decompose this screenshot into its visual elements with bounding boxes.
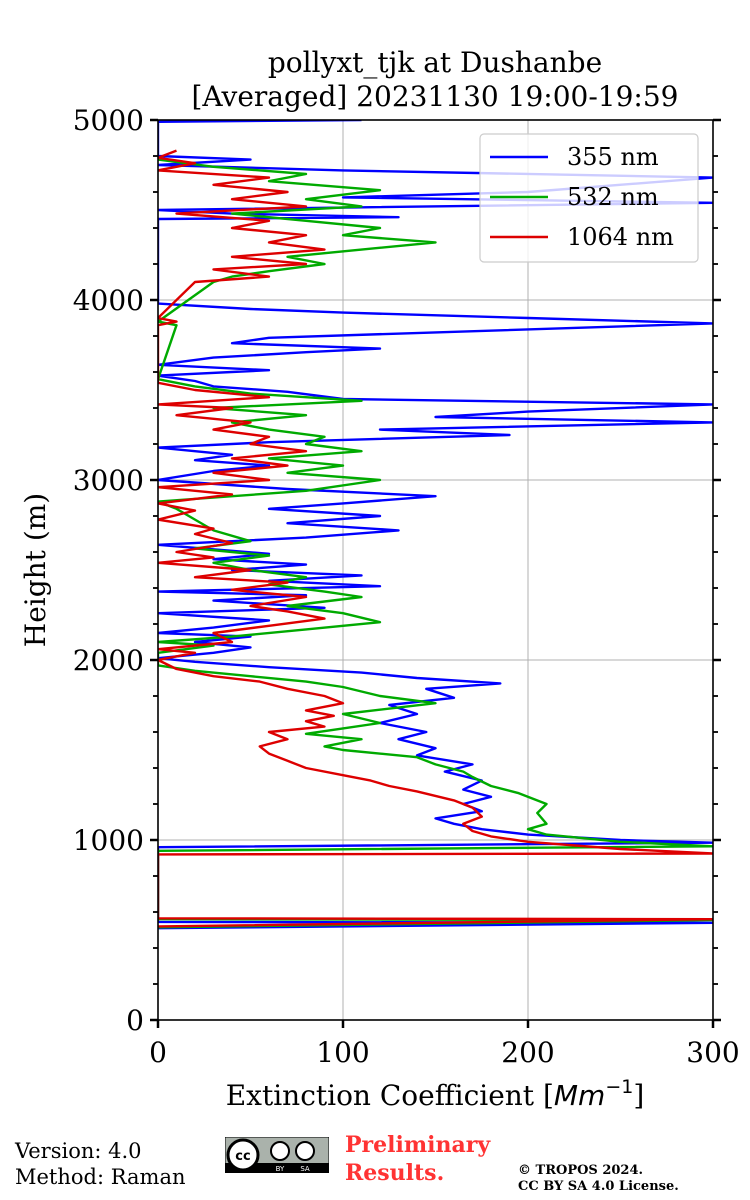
plot-frame	[157, 119, 714, 1021]
preliminary-line-1: Preliminary	[345, 1132, 491, 1158]
chart-title: pollyxt_tjk at Dushanbe	[268, 46, 602, 79]
preliminary-results-notice: Preliminary Results.	[345, 1131, 490, 1187]
sa-icon	[295, 1141, 315, 1161]
y-axis-label: Height (m)	[19, 493, 52, 647]
axis-ticks	[150, 118, 721, 1028]
by-icon	[270, 1141, 290, 1161]
x-tick-label: 0	[149, 1036, 167, 1069]
cc-by-sa-license-badge: cc BY SA	[225, 1137, 329, 1173]
by-label: BY	[276, 1165, 285, 1173]
series-line-2	[158, 149, 713, 928]
y-tick-labels: 0 1000 2000 3000 4000 5000	[73, 104, 144, 1037]
legend: 355 nm 532 nm 1064 nm	[479, 133, 699, 263]
y-tick-label: 3000	[73, 464, 144, 497]
preliminary-line-2: Results.	[345, 1160, 445, 1186]
legend-box	[479, 133, 699, 263]
y-tick-label: 2000	[73, 644, 144, 677]
x-tick-label: 100	[316, 1036, 369, 1069]
copyright-notice: © TROPOS 2024. CC BY SA 4.0 License.	[518, 1163, 679, 1195]
y-tick-label: 5000	[73, 104, 144, 137]
x-axis-label: Extinction Coefficient [Mm−1]	[226, 1076, 645, 1112]
x-tick-label: 200	[501, 1036, 554, 1069]
version-info: Version: 4.0 Method: Raman	[15, 1138, 186, 1190]
chart-subtitle: [Averaged] 20231130 19:00-19:59	[192, 80, 679, 113]
copyright-line-1: © TROPOS 2024.	[518, 1163, 644, 1178]
cc-icon-label: cc	[235, 1149, 250, 1164]
method-line: Method: Raman	[15, 1165, 186, 1189]
y-tick-label: 4000	[73, 284, 144, 317]
legend-label-532: 532 nm	[567, 183, 659, 211]
y-tick-label: 1000	[73, 824, 144, 857]
y-tick-label: 0	[126, 1004, 144, 1037]
x-tick-labels: 0 100 200 300	[149, 1036, 740, 1069]
cc-icon	[226, 1138, 260, 1172]
series-line-1	[158, 158, 713, 929]
x-tick-label: 300	[686, 1036, 739, 1069]
copyright-line-2: CC BY SA 4.0 License.	[518, 1179, 679, 1194]
series-lines	[158, 120, 713, 930]
legend-label-355: 355 nm	[567, 143, 659, 171]
series-line-0	[158, 120, 713, 930]
sa-label: SA	[300, 1165, 310, 1173]
version-line: Version: 4.0	[15, 1139, 142, 1163]
legend-label-1064: 1064 nm	[567, 223, 674, 251]
